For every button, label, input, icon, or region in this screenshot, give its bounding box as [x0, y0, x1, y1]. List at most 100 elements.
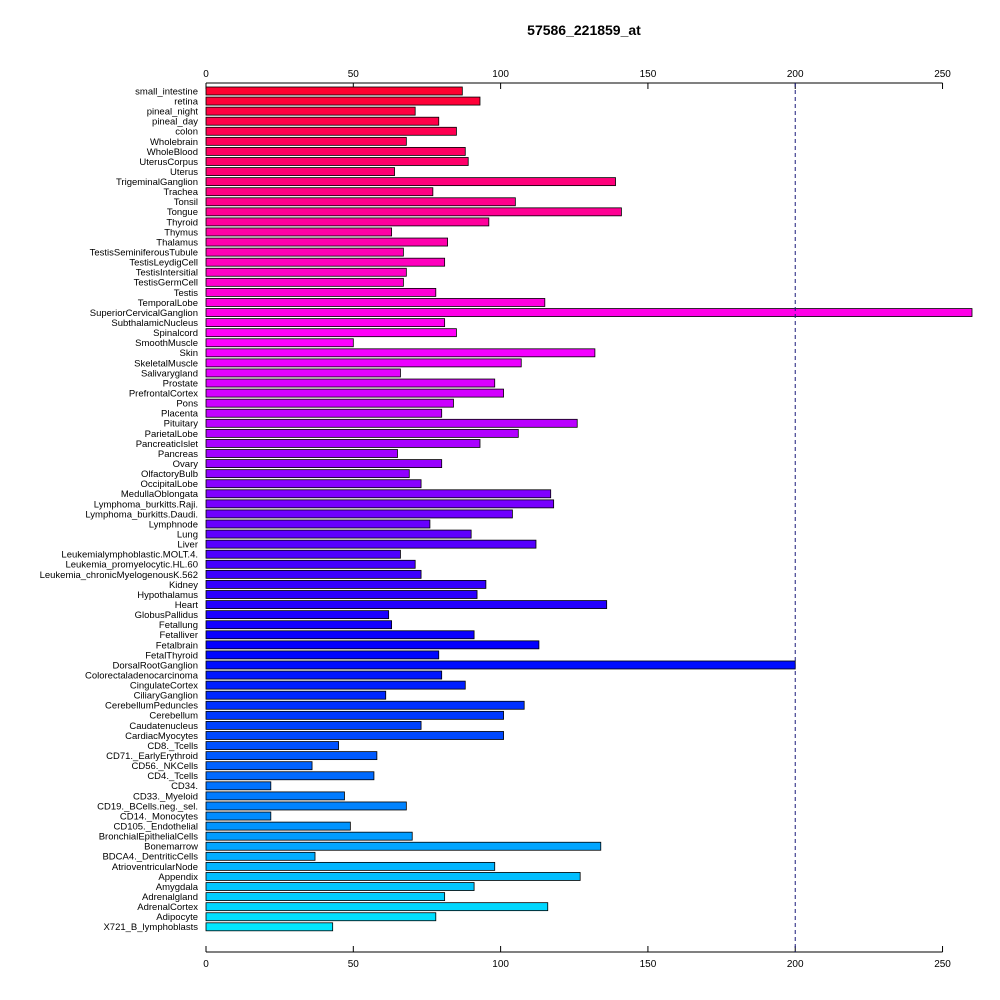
bar	[205, 217, 490, 227]
bar	[205, 116, 440, 126]
category-label: TestisGermCell	[134, 278, 198, 289]
category-label: Fetallung	[159, 620, 198, 631]
bar	[205, 861, 496, 871]
category-label: Salivarygland	[141, 368, 198, 379]
bar	[205, 841, 602, 851]
bar	[205, 902, 549, 912]
bar	[205, 811, 272, 821]
category-label: TestisIntersitial	[136, 268, 198, 279]
category-label: CD56._NKCells	[131, 761, 198, 772]
bar	[205, 821, 351, 831]
bar	[205, 136, 407, 146]
bar	[205, 237, 448, 247]
bar	[205, 469, 410, 479]
bar	[205, 489, 552, 499]
category-label: AdrenalCortex	[137, 902, 198, 913]
category-label: pineal_night	[147, 107, 199, 118]
bar	[205, 912, 437, 922]
category-label: FetalThyroid	[145, 650, 198, 661]
bar	[205, 398, 454, 408]
bar	[205, 338, 354, 348]
category-label: WholeBlood	[147, 147, 198, 158]
bar	[205, 721, 422, 730]
bar	[205, 499, 555, 509]
category-label: SuperiorCervicalGanglion	[90, 308, 198, 319]
category-label: OccipitalLobe	[140, 479, 198, 490]
bar	[205, 459, 443, 468]
category-label: Lymphnode	[149, 519, 198, 530]
category-label: CD71._EarlyErythroid	[106, 751, 198, 762]
tick-label: 200	[787, 959, 804, 970]
bar	[205, 519, 431, 529]
bar	[205, 751, 378, 761]
category-label: Hypothalamus	[137, 590, 198, 601]
bar	[205, 439, 481, 448]
chart-title: 57586_221859_at	[527, 22, 641, 38]
bar	[205, 247, 404, 257]
tick-label: 200	[787, 69, 804, 80]
bar	[205, 710, 504, 720]
category-label: Lung	[177, 529, 198, 540]
category-label: CD8._Tcells	[147, 741, 198, 752]
bar	[205, 650, 440, 660]
bar	[205, 670, 443, 680]
bar	[205, 348, 596, 358]
bar	[205, 851, 316, 861]
bar	[205, 761, 313, 771]
bar	[205, 358, 522, 368]
category-label: CerebellumPeduncles	[105, 701, 198, 712]
tick-label: 0	[203, 69, 209, 80]
category-label: Wholebrain	[150, 137, 198, 148]
bar	[205, 620, 393, 630]
category-label: Bonemarrow	[144, 842, 198, 853]
category-label: Caudatenucleus	[129, 721, 198, 732]
category-label: colon	[175, 127, 198, 138]
category-label: Lymphoma_burkitts.Raji.	[94, 499, 198, 510]
category-label: Placenta	[161, 409, 199, 420]
bar	[205, 640, 540, 650]
bar	[205, 600, 608, 609]
category-label: UterusCorpus	[139, 157, 198, 168]
category-label: PancreaticIslet	[136, 439, 199, 450]
category-label: Pituitary	[164, 419, 199, 430]
category-label: pineal_day	[152, 117, 198, 128]
bar	[205, 177, 616, 187]
bar	[205, 630, 475, 640]
bar	[205, 418, 578, 428]
bar	[205, 872, 581, 881]
category-label: Skin	[180, 348, 198, 359]
bar	[205, 529, 472, 539]
bar	[205, 328, 457, 338]
category-label: BDCA4._DentriticCells	[102, 852, 198, 863]
category-label: CD19._BCells.neg._sel.	[97, 801, 198, 812]
category-label: ParietalLobe	[145, 429, 198, 440]
bar	[205, 741, 339, 750]
bar	[205, 408, 443, 418]
category-label: CiliaryGanglion	[134, 691, 198, 702]
bar	[205, 157, 469, 166]
category-label: Leukemialymphoblastic.MOLT.4.	[61, 550, 198, 561]
category-label: CD33._Myeloid	[133, 791, 198, 802]
category-label: GlobusPallidus	[135, 610, 199, 621]
category-label: Pancreas	[158, 449, 198, 460]
category-label: TrigeminalGanglion	[116, 177, 198, 188]
category-label: Thymus	[164, 227, 198, 238]
category-label: Uterus	[170, 167, 198, 178]
category-label: TestisSeminiferousTubule	[90, 248, 198, 259]
category-label: MedullaOblongata	[121, 489, 199, 500]
bar	[205, 388, 504, 398]
bars	[205, 86, 973, 932]
bar	[205, 197, 516, 207]
category-label: TemporalLobe	[138, 298, 198, 309]
bottom-axis: 0 50 100 150 200 250	[203, 946, 951, 970]
bar	[205, 86, 463, 96]
bar	[205, 801, 407, 811]
tick-label: 250	[934, 69, 951, 80]
category-label: Adrenalgland	[142, 892, 198, 903]
category-label: Thyroid	[166, 217, 198, 228]
bar	[205, 257, 446, 267]
bar	[205, 509, 513, 519]
bar	[205, 227, 393, 237]
bar	[205, 187, 434, 197]
tick-label: 250	[934, 959, 951, 970]
